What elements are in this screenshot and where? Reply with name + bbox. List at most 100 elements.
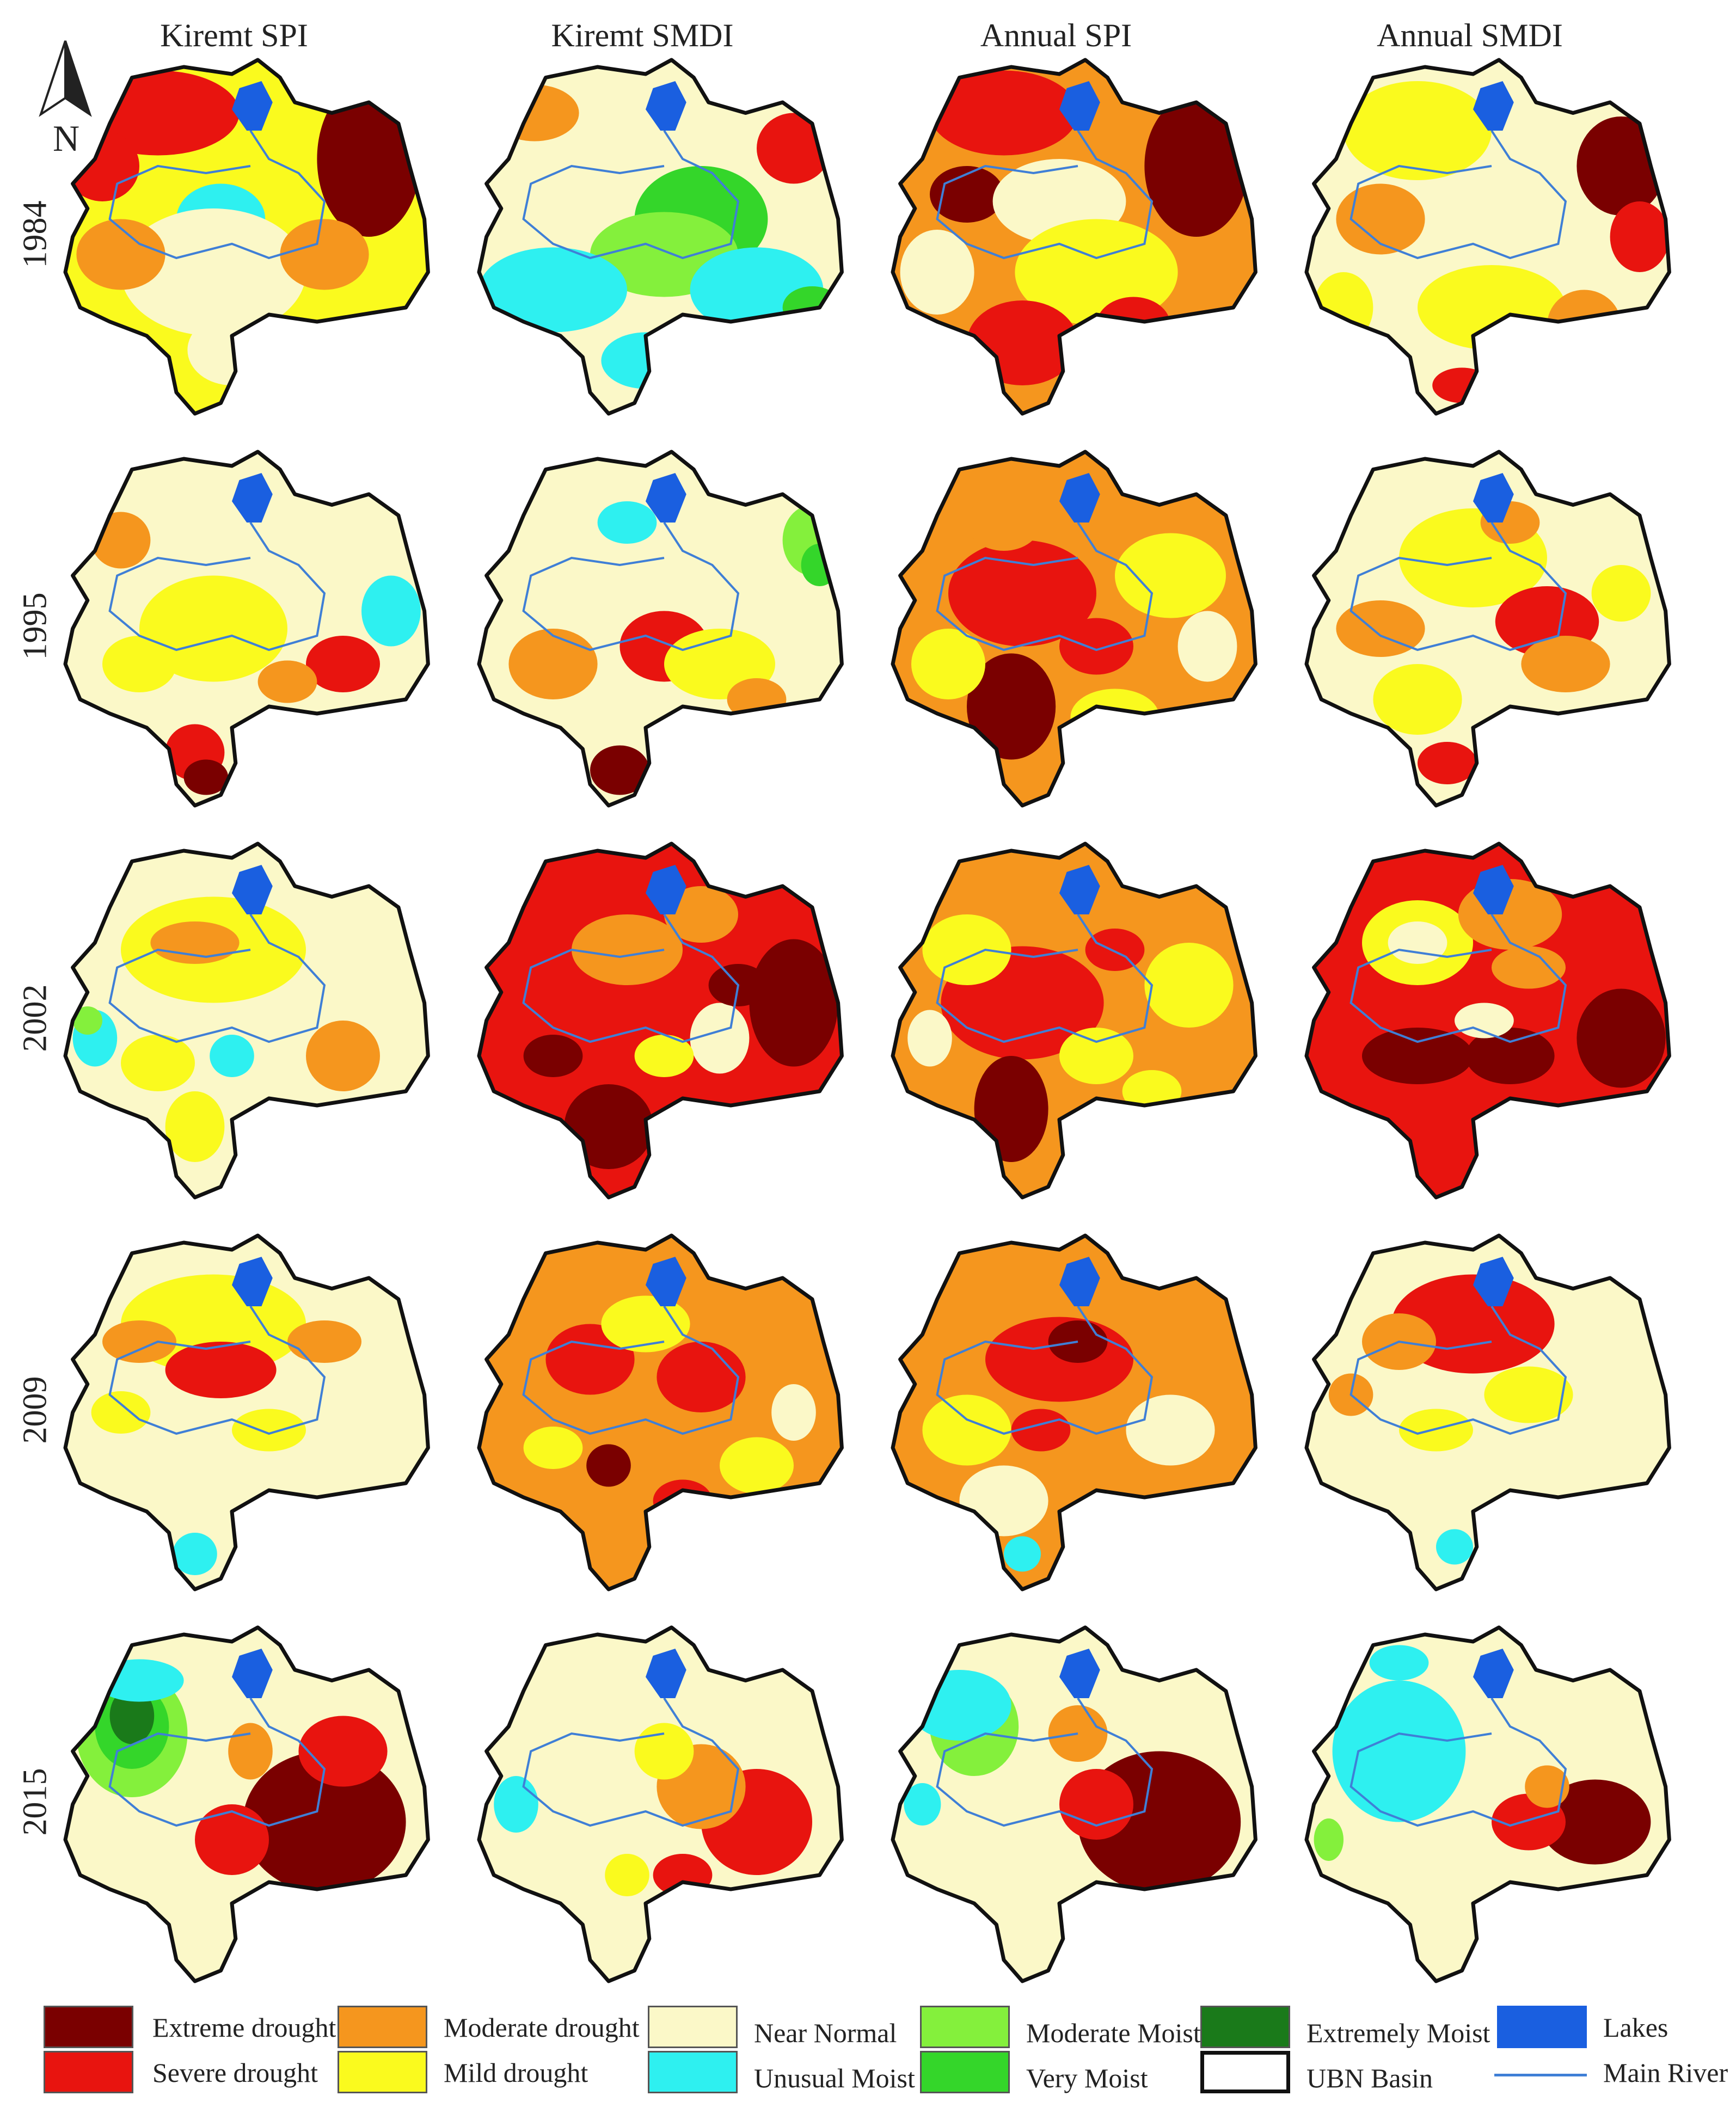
main-river-line [108, 1305, 326, 1435]
main-river-line [108, 521, 326, 652]
class-patch-mild-drought [1418, 265, 1566, 350]
class-patch-extremely-moist [109, 1687, 155, 1744]
class-patch-moderate-drought [150, 921, 240, 964]
class-patch-mild-drought [634, 1035, 694, 1077]
map-panel-2002-annual-spi [891, 841, 1257, 1200]
class-patch-mild-drought [634, 1723, 694, 1780]
lake-shape [1473, 1649, 1514, 1698]
class-patch-moderate-drought [306, 1021, 380, 1091]
lake-shape [232, 1649, 273, 1698]
basin-boundary [63, 841, 430, 1200]
class-patch-moderate-drought [490, 84, 579, 142]
class-patch-extreme-drought [749, 939, 838, 1067]
class-patch-severe-drought [1418, 742, 1477, 784]
map-panel-1995-annual-spi [891, 450, 1257, 808]
legend-label-ubn-basin: UBN Basin [1306, 2063, 1433, 2093]
lake-shape [1059, 1649, 1100, 1698]
class-patch-severe-drought [1096, 297, 1170, 354]
class-patch-unusual-moist [361, 575, 421, 647]
class-patch-unusual-moist [479, 247, 627, 333]
north-label: N [53, 118, 80, 159]
main-river-line [522, 1697, 740, 1827]
legend-swatch-ubn-basin [1200, 2051, 1290, 2093]
lake-shape [1059, 865, 1100, 914]
lake-shape [232, 473, 273, 523]
basin-boundary [477, 841, 844, 1200]
lake-shape [1473, 1257, 1514, 1306]
class-patch-mild-drought [1344, 81, 1492, 180]
legend-swatch-near-normal [648, 2006, 738, 2048]
class-patch-extreme-drought [1362, 1028, 1473, 1084]
north-arrow-icon: N [30, 38, 101, 163]
class-patch-extreme-drought [564, 1084, 653, 1169]
class-patch-moderate-drought [1336, 600, 1425, 657]
row-label-2002: 2002 [16, 984, 54, 1052]
legend-main-river-line [1494, 2074, 1587, 2076]
class-patch-moderate-drought [572, 914, 683, 985]
class-patch-moderate-drought [228, 1723, 273, 1780]
class-patch-unusual-moist [907, 1670, 1011, 1741]
legend-swatch-severe-drought [44, 2051, 133, 2093]
class-patch-unusual-moist [1369, 1645, 1429, 1681]
legend-label-moderate-drought: Moderate drought [444, 2012, 640, 2043]
map-panel-2015-annual-smdi [1304, 1625, 1671, 1983]
class-patch-mild-drought [523, 1427, 583, 1469]
basin-boundary [891, 450, 1257, 808]
map-panel-1984-kiremt-smdi [477, 58, 844, 416]
class-patch-severe-drought [1432, 367, 1492, 403]
class-patch-mild-drought [121, 1035, 195, 1091]
map-panel-2009-kiremt-spi [63, 1233, 430, 1591]
basin-boundary [477, 58, 844, 416]
class-patch-severe-drought [298, 1716, 388, 1787]
column-header-kiremt-spi: Kiremt SPI [160, 17, 308, 53]
class-patch-mild-drought [1070, 689, 1160, 746]
basin-boundary [63, 1625, 430, 1983]
lake-shape [1059, 81, 1100, 131]
basin-boundary [1304, 1233, 1671, 1591]
legend-swatch-very-moist [920, 2051, 1010, 2093]
lake-shape [1059, 1257, 1100, 1306]
class-patch-unusual-moist [494, 1776, 538, 1833]
class-patch-extreme-drought [523, 1035, 583, 1077]
main-river-line [1349, 521, 1567, 652]
main-river-line [522, 521, 740, 652]
class-patch-severe-drought [1059, 1769, 1133, 1840]
class-patch-severe-drought [948, 540, 1096, 647]
main-river-line [522, 1305, 740, 1435]
legend-swatch-unusual-moist [648, 2051, 738, 2093]
class-patch-extreme-drought [1465, 1028, 1555, 1084]
main-river-line [108, 130, 326, 260]
map-panel-2009-annual-spi [891, 1233, 1257, 1591]
class-patch-extreme-drought [590, 745, 649, 795]
main-river-line [108, 913, 326, 1043]
legend-swatch-mild-drought [338, 2051, 427, 2093]
class-patch-severe-drought [165, 1342, 277, 1398]
class-patch-moderate-drought [287, 1320, 361, 1363]
class-patch-mild-drought [720, 1437, 794, 1494]
main-river-line [936, 130, 1154, 260]
lake-shape [646, 1257, 686, 1306]
lake-shape [1473, 473, 1514, 523]
class-patch-near-normal [959, 1465, 1048, 1537]
legend-label-moderate-moist: Moderate Moist [1026, 2018, 1201, 2048]
map-panel-1995-kiremt-smdi [477, 450, 844, 808]
class-patch-mild-drought [922, 1394, 1011, 1466]
legend-label-unusual-moist: Unusual Moist [754, 2063, 915, 2093]
legend-swatch-extreme-drought [44, 2006, 133, 2048]
class-patch-near-normal [121, 208, 306, 336]
class-patch-near-normal [907, 1010, 952, 1067]
lake-shape [1473, 81, 1514, 131]
main-river-line [1349, 913, 1567, 1043]
class-patch-mild-drought [1373, 664, 1462, 735]
class-patch-moderate-moist [1314, 1818, 1344, 1861]
class-patch-extreme-drought [1576, 988, 1666, 1088]
lake-shape [232, 81, 273, 131]
class-patch-mild-drought [1484, 1366, 1573, 1423]
class-patch-severe-drought [1610, 201, 1670, 272]
class-patch-severe-drought [930, 70, 1078, 156]
class-patch-moderate-drought [664, 886, 738, 943]
class-patch-mild-drought [1144, 943, 1234, 1028]
map-panel-2002-kiremt-smdi [477, 841, 844, 1200]
class-patch-near-normal [900, 230, 974, 315]
